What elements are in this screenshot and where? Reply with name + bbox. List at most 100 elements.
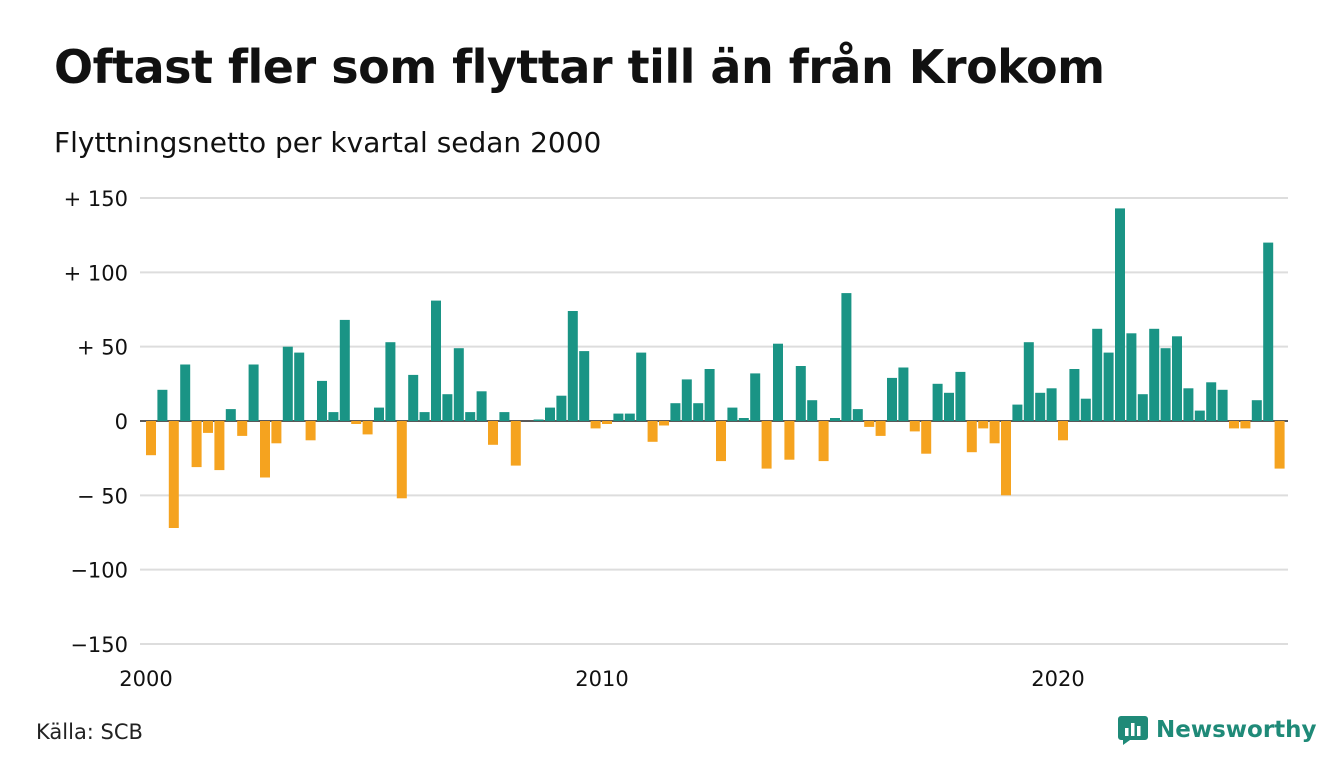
bar	[282, 346, 293, 421]
bar	[305, 421, 316, 441]
bar	[750, 373, 761, 421]
bar	[499, 412, 510, 421]
bar	[909, 421, 920, 432]
bar	[533, 419, 544, 421]
y-tick-label: −150	[70, 633, 128, 657]
bar	[818, 421, 829, 462]
y-axis-labels: + 150 + 100 + 50 0 − 50 −100 −150	[64, 187, 128, 657]
bar	[807, 400, 818, 421]
bar	[921, 421, 932, 454]
bar	[590, 421, 601, 429]
y-tick-label: 0	[115, 410, 128, 434]
bar	[1149, 328, 1160, 421]
bar	[670, 403, 681, 421]
bar	[1012, 404, 1023, 421]
bar	[681, 379, 692, 421]
bar	[773, 343, 783, 421]
bar	[1172, 336, 1182, 421]
bar	[966, 421, 977, 453]
bar	[374, 407, 384, 421]
chart-subtitle: Flyttningsnetto per kvartal sedan 2000	[54, 126, 602, 159]
bar	[465, 412, 476, 421]
bar	[1035, 392, 1046, 421]
bar	[294, 352, 305, 421]
bar	[864, 421, 875, 427]
x-tick-label: 2000	[119, 667, 172, 691]
y-tick-label: + 150	[64, 187, 128, 211]
bar	[579, 351, 590, 421]
bar	[203, 421, 213, 433]
bar	[237, 421, 248, 436]
bar	[830, 418, 840, 421]
bar	[1251, 400, 1262, 421]
bar	[157, 389, 168, 421]
bar	[613, 413, 624, 421]
bar	[168, 421, 179, 528]
bar	[385, 342, 396, 421]
x-tick-label: 2020	[1031, 667, 1084, 691]
bar	[476, 391, 487, 421]
bar	[887, 377, 897, 421]
bar	[1001, 421, 1011, 496]
y-tick-label: − 50	[77, 484, 128, 508]
y-tick-label: −100	[70, 559, 128, 583]
bar	[339, 319, 350, 421]
bar	[556, 395, 567, 421]
bar	[647, 421, 658, 442]
y-tick-label: + 50	[77, 336, 128, 360]
brand-name: Newsworthy	[1156, 717, 1317, 743]
bar	[955, 371, 966, 421]
bar	[1058, 421, 1068, 441]
bar	[932, 383, 943, 421]
newsworthy-logo: Newsworthy	[1118, 714, 1317, 746]
bar	[1103, 352, 1114, 421]
bar	[738, 418, 749, 421]
bar	[1160, 348, 1171, 421]
bar	[260, 421, 270, 478]
bar	[1240, 421, 1251, 429]
bar	[191, 421, 202, 468]
bar	[1069, 369, 1080, 421]
bar	[1046, 388, 1057, 421]
chart-title: Oftast fler som flyttar till än från Kro…	[54, 40, 1105, 94]
bar	[784, 421, 795, 460]
bar	[1115, 208, 1125, 421]
bar	[419, 412, 430, 421]
bar	[1274, 421, 1285, 469]
bar	[636, 352, 647, 421]
bar	[1183, 388, 1194, 421]
bar	[271, 421, 282, 444]
bar	[1263, 242, 1274, 421]
bar	[1229, 421, 1239, 429]
bar	[488, 421, 498, 445]
bar	[716, 421, 726, 462]
bar	[727, 407, 738, 421]
bar	[442, 394, 453, 421]
bar	[978, 421, 989, 429]
bar	[545, 407, 555, 421]
bar	[841, 293, 852, 421]
bar	[431, 300, 441, 421]
bar	[146, 421, 156, 456]
bar	[944, 392, 954, 421]
bar	[1092, 328, 1103, 421]
bar	[761, 421, 772, 469]
bar	[602, 421, 612, 424]
source-note: Källa: SCB	[36, 720, 143, 744]
bar	[1206, 382, 1217, 421]
bar	[351, 421, 362, 424]
x-axis-labels: 2000 2010 2020	[119, 667, 1084, 691]
bar	[214, 421, 225, 471]
bar	[225, 409, 236, 421]
bar	[1080, 398, 1091, 421]
bar	[396, 421, 407, 499]
bar	[693, 403, 704, 421]
bar	[1194, 410, 1205, 421]
bar	[852, 409, 863, 421]
bar	[989, 421, 1000, 444]
bar	[624, 413, 635, 421]
bar	[180, 364, 191, 421]
bar	[567, 311, 578, 421]
bar	[328, 412, 339, 421]
